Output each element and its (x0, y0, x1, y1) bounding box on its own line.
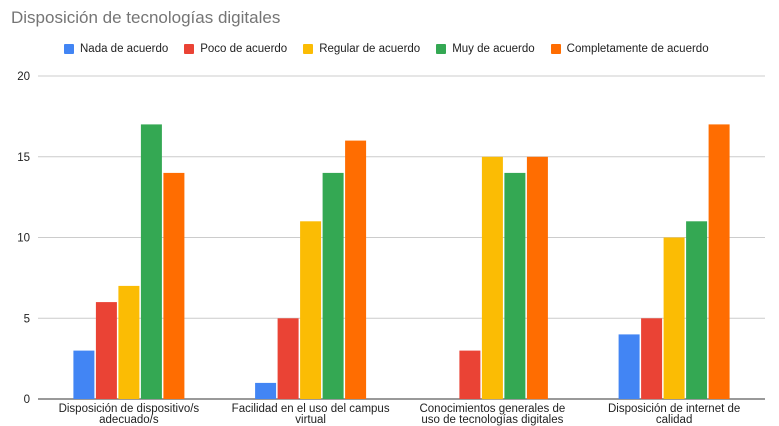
bar (504, 172, 526, 399)
bar (73, 350, 95, 399)
legend-swatch (64, 44, 74, 54)
y-tick-label: 0 (24, 394, 30, 406)
bar (163, 172, 185, 399)
legend-label: Poco de acuerdo (200, 43, 288, 55)
bar (708, 124, 730, 400)
bar (526, 156, 548, 400)
y-tick-label: 5 (24, 313, 30, 325)
bar (663, 237, 685, 399)
bar (322, 172, 344, 399)
x-tick-label: Disposición de internet de calidad (589, 403, 759, 426)
bar (459, 350, 481, 399)
legend-swatch (184, 44, 195, 54)
legend-swatch (436, 44, 447, 54)
bar (118, 285, 140, 399)
x-tick-label: Disposición de dispositivo/s adecuado/s (44, 403, 214, 426)
y-tick-label: 20 (17, 71, 30, 83)
bar (277, 318, 299, 400)
legend-swatch (303, 44, 314, 54)
legend-label: Completamente de acuerdo (566, 43, 709, 55)
x-tick-label-line: virtual (295, 414, 326, 426)
x-tick-label-line: Disposición de dispositivo/s (58, 403, 200, 415)
legend-label: Nada de acuerdo (80, 43, 169, 55)
y-tick-label: 15 (17, 152, 30, 164)
legend-item: Regular de acuerdo (303, 43, 420, 55)
x-tick-label-line: Facilidad en el uso del campus (231, 403, 390, 415)
bar (481, 156, 503, 400)
x-tick-label-line: calidad (655, 414, 693, 426)
bar (641, 318, 663, 400)
legend-item: Muy de acuerdo (436, 43, 535, 55)
legend-item: Poco de acuerdo (184, 43, 287, 55)
bar (300, 221, 322, 399)
chart-title: Disposición de tecnologías digitales (11, 8, 281, 27)
bar (95, 302, 117, 399)
legend-label: Muy de acuerdo (452, 43, 535, 55)
bar (686, 221, 708, 399)
legend-item: Completamente de acuerdo (550, 43, 709, 55)
x-tick-label: Facilidad en el uso del campus virtual (226, 403, 396, 426)
bar (140, 124, 162, 400)
bar (345, 140, 367, 399)
x-tick-label-line: Conocimientos generales de (419, 403, 566, 415)
bar (618, 334, 640, 399)
legend-label: Regular de acuerdo (319, 43, 421, 55)
legend-item: Nada de acuerdo (64, 43, 168, 55)
y-tick-label: 10 (17, 233, 30, 245)
x-tick-label-line: Disposición de internet de (607, 403, 741, 415)
x-tick-label-line: uso de tecnologías digitales (421, 414, 564, 426)
x-tick-label: Conocimientos generales de uso de tecnolo… (407, 403, 577, 426)
x-tick-label-line: adecuado/s (99, 414, 159, 426)
legend-swatch (550, 44, 561, 54)
legend: Nada de acuerdo Poco de acuerdo Regular de… (64, 42, 725, 56)
bar (255, 382, 277, 399)
